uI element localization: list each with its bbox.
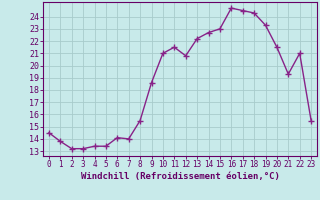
X-axis label: Windchill (Refroidissement éolien,°C): Windchill (Refroidissement éolien,°C) — [81, 172, 279, 181]
